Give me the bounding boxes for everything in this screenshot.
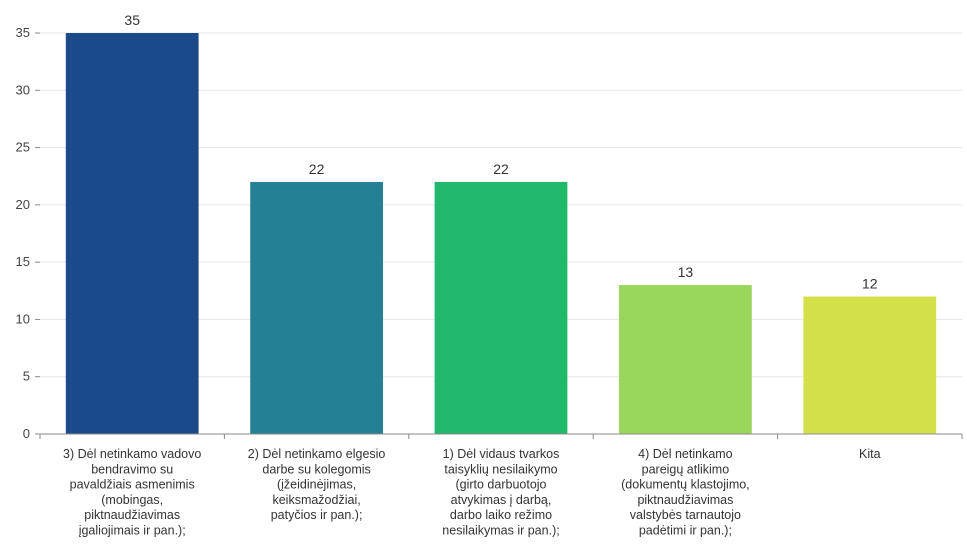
data-label: 35	[124, 12, 140, 28]
category-labels: 3) Dėl netinkamo vadovo bendravimo su pava…	[39, 434, 963, 538]
bar[interactable]	[619, 285, 752, 434]
data-label: 12	[862, 276, 878, 292]
y-tick-label: 35	[16, 25, 30, 40]
y-tick-label: 25	[16, 140, 30, 155]
x-tick-label: 4) Dėl netinkamo pareigų atlikimo (dokumen…	[621, 447, 750, 538]
data-label: 22	[493, 161, 509, 177]
bar[interactable]	[434, 181, 568, 434]
x-tick-label: 1) Dėl vidaus tvarkos taisyklių nesilaiky…	[442, 447, 559, 538]
y-tick-label: 10	[16, 311, 30, 326]
x-tick-label: 2) Dėl netinkamo elgesio darbe su kolegom…	[248, 447, 386, 522]
y-axis-ticks: 0 5 10 15 20 25 30 35	[16, 25, 30, 441]
y-tick-label: 0	[23, 426, 30, 441]
data-labels: 35 22 22 13 12	[124, 12, 877, 292]
x-tick-label: 3) Dėl netinkamo vadovo bendravimo su pava…	[63, 447, 201, 538]
bar[interactable]	[65, 33, 199, 434]
y-tick-label: 5	[23, 369, 30, 384]
y-tick-label: 20	[16, 197, 30, 212]
data-label: 13	[678, 264, 694, 280]
y-tick-label: 15	[16, 254, 30, 269]
data-label: 22	[309, 161, 325, 177]
bars	[65, 33, 937, 434]
bar[interactable]	[250, 181, 383, 434]
bar[interactable]	[803, 296, 937, 434]
y-tick-label: 30	[16, 82, 30, 97]
x-tick-label: Kita	[859, 447, 881, 461]
